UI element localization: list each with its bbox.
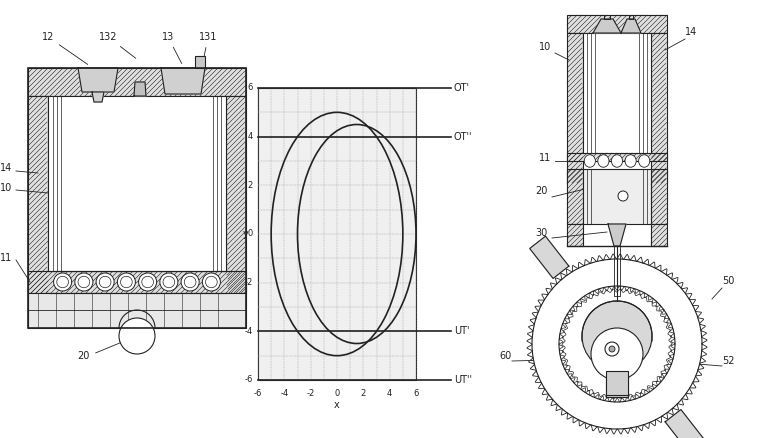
Circle shape [119,318,155,354]
Text: 2: 2 [248,181,253,190]
Text: 11: 11 [539,153,551,163]
Ellipse shape [121,276,133,288]
Bar [567,153,667,161]
Circle shape [609,346,615,352]
Ellipse shape [612,155,622,167]
Polygon shape [134,82,146,96]
Bar [567,224,583,246]
Ellipse shape [75,273,93,291]
Text: y: y [243,229,249,239]
Text: -6: -6 [245,375,253,385]
Polygon shape [78,68,118,92]
Ellipse shape [57,276,69,288]
Bar [48,96,226,271]
Polygon shape [92,92,104,102]
Bar [583,169,651,224]
Bar [28,271,246,293]
Bar [28,96,48,293]
Text: 4: 4 [248,132,253,141]
Text: 11: 11 [0,253,12,263]
Bar [258,88,416,380]
Polygon shape [608,224,626,246]
Ellipse shape [142,276,154,288]
Bar [28,68,246,328]
Circle shape [605,342,619,356]
Bar [606,371,628,395]
Text: 4: 4 [387,389,392,398]
Text: 52: 52 [722,356,735,366]
Ellipse shape [625,155,636,167]
Bar [651,169,667,224]
Text: 14: 14 [685,27,697,37]
Text: 60: 60 [500,351,512,361]
Ellipse shape [184,276,196,288]
Bar [606,367,628,397]
Bar [583,33,651,153]
Text: x: x [334,400,340,410]
Text: 0: 0 [335,389,339,398]
Ellipse shape [181,273,199,291]
Ellipse shape [117,273,136,291]
Ellipse shape [584,155,595,167]
Ellipse shape [160,273,178,291]
Ellipse shape [139,273,157,291]
Ellipse shape [96,273,114,291]
Polygon shape [665,410,707,438]
Circle shape [559,286,675,402]
Ellipse shape [639,155,650,167]
Text: -2: -2 [245,278,253,287]
Text: 10: 10 [539,42,551,52]
Bar [28,293,246,328]
Ellipse shape [206,276,217,288]
Bar [651,224,667,246]
Polygon shape [161,68,205,94]
Bar [28,68,246,96]
Bar [195,56,205,68]
Text: 20: 20 [76,351,89,361]
Ellipse shape [54,273,72,291]
Text: 50: 50 [722,276,735,286]
Ellipse shape [597,155,609,167]
Text: 6: 6 [247,84,253,92]
Text: 12: 12 [42,32,87,64]
Text: OT': OT' [454,83,470,93]
Bar [567,33,583,183]
Circle shape [582,301,652,371]
Text: UT': UT' [454,326,470,336]
Bar [567,15,667,33]
Text: -4: -4 [245,327,253,336]
Text: 13: 13 [162,32,182,64]
Ellipse shape [78,276,90,288]
Circle shape [591,328,643,380]
Text: 6: 6 [413,389,419,398]
Text: 131: 131 [199,32,217,59]
Circle shape [532,259,702,429]
Bar [226,96,246,293]
Text: 2: 2 [360,389,366,398]
Bar [567,169,583,224]
Text: 30: 30 [535,228,547,238]
Ellipse shape [99,276,111,288]
Circle shape [618,191,628,201]
Text: -6: -6 [254,389,262,398]
Text: UT'': UT'' [454,375,472,385]
Ellipse shape [163,276,175,288]
Text: 20: 20 [535,186,548,196]
Ellipse shape [202,273,221,291]
Text: 0: 0 [248,230,253,239]
Text: 14: 14 [0,163,12,173]
Bar [651,33,667,183]
Polygon shape [530,236,569,279]
Text: -2: -2 [307,389,315,398]
Polygon shape [621,19,641,33]
Text: 10: 10 [0,183,12,193]
Polygon shape [593,19,621,33]
Text: OT'': OT'' [454,132,473,141]
Text: 132: 132 [99,32,136,58]
Text: -4: -4 [280,389,289,398]
